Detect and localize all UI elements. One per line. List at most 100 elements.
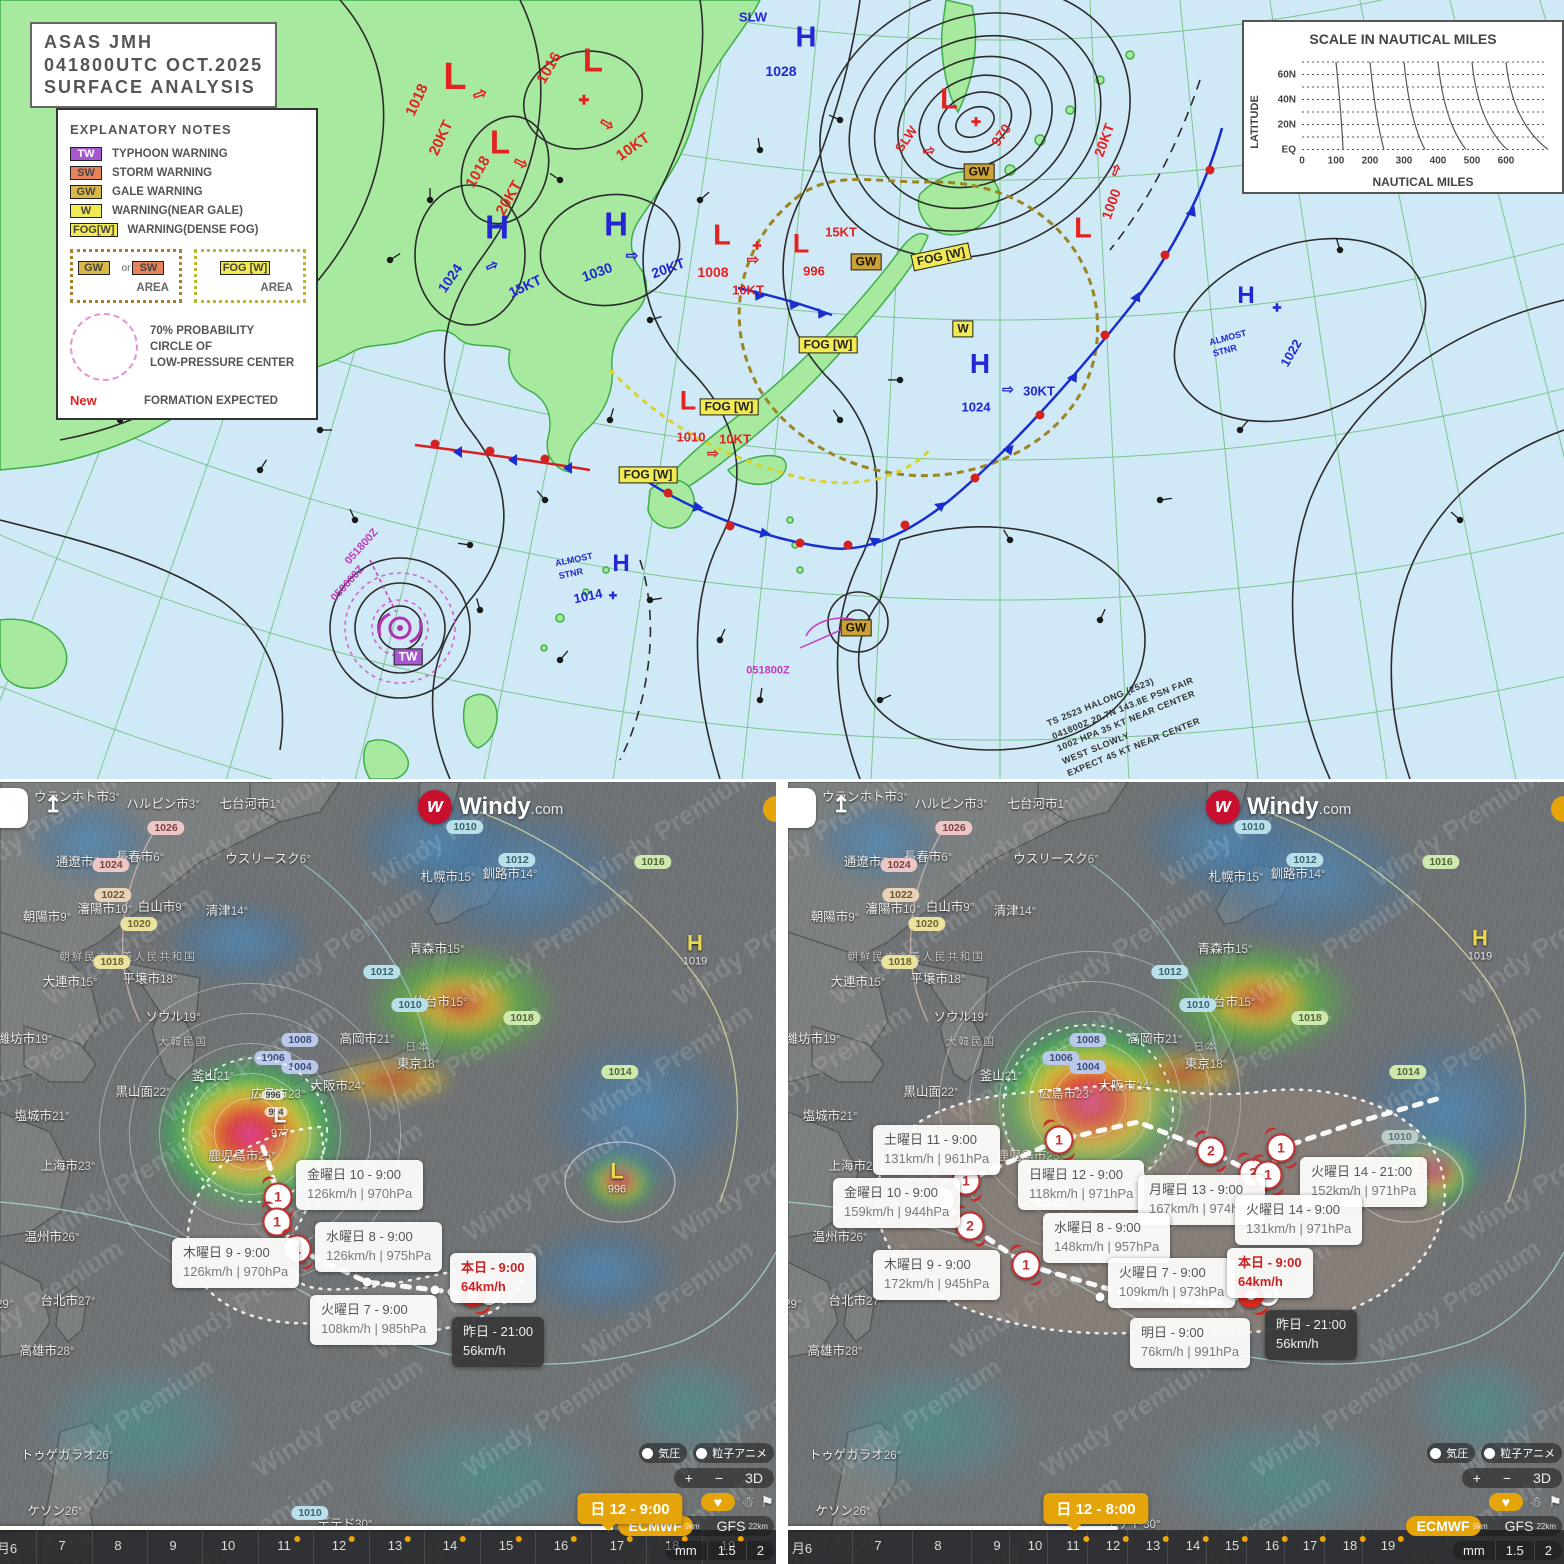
pressure-label: ⇨ — [746, 251, 760, 269]
timeline-label[interactable]: 13 — [388, 1536, 412, 1553]
timeline-separator — [480, 1530, 481, 1564]
timeline-bar[interactable]: 月6 7 8 9 10 11 12 13 14 15 16 17 18 19 — [788, 1530, 1564, 1564]
weather-picker-icon[interactable]: ☃ — [1529, 1494, 1543, 1511]
pressure-toggle[interactable]: 気圧 — [639, 1443, 688, 1463]
timeline-label[interactable]: 9 — [993, 1538, 1001, 1553]
city-name: ハルピン市 — [914, 797, 977, 811]
orange-corner-button[interactable] — [763, 796, 776, 822]
city-temp: 10° — [903, 904, 921, 916]
zoom-in-button[interactable]: + — [1472, 1470, 1481, 1486]
timeline-label[interactable]: 16 — [1265, 1536, 1289, 1553]
mode-3d-button[interactable]: 3D — [745, 1470, 763, 1486]
timeline-label[interactable]: 11 — [277, 1536, 300, 1553]
isobar-label: 1012 — [498, 853, 536, 867]
model-gfs-button[interactable]: GFS — [716, 1518, 746, 1534]
new-text: FORMATION EXPECTED — [144, 394, 278, 407]
windy-logo[interactable]: w Windy.com — [418, 790, 563, 824]
timeline-label[interactable]: 16 — [554, 1536, 578, 1553]
mode-3d-button[interactable]: 3D — [1533, 1470, 1551, 1486]
timeline-label[interactable]: 7 — [874, 1538, 882, 1553]
timeline-selected-badge[interactable]: 日 12 - 9:00 — [577, 1493, 683, 1531]
particles-toggle[interactable]: 粒子アニメ — [1481, 1443, 1562, 1463]
timeline-label[interactable]: 9 — [169, 1538, 177, 1553]
timeline-label[interactable]: 8 — [114, 1538, 122, 1553]
timeline-dot — [1360, 1536, 1367, 1542]
track-tooltips-layer: 金曜日 10 - 9:00 126km/h | 970hPa 水曜日 8 - 9:0… — [0, 782, 776, 1564]
city-temp: 9° — [963, 902, 975, 914]
city-temp: 24° — [348, 1081, 366, 1093]
track-point-dot[interactable] — [1095, 1292, 1105, 1302]
favorites-button[interactable]: ♥ — [700, 1493, 736, 1511]
track-tooltip: 火曜日 14 - 9:00 131km/h | 971hPa — [1235, 1195, 1363, 1245]
timeline-label[interactable]: 17 — [1303, 1536, 1327, 1553]
timeline-dot — [682, 1536, 689, 1542]
typhoon-category-icon[interactable]: 2 — [955, 1211, 985, 1241]
pressure-label: 051800Z — [746, 664, 790, 677]
windy-panel-ecmwf[interactable]: Windy Premium Windy Premium Windy Premium W… — [0, 782, 776, 1564]
typhoon-category-icon[interactable]: 1 — [1044, 1125, 1074, 1155]
timeline-label[interactable]: 12 — [1106, 1536, 1130, 1553]
model-gfs-button[interactable]: GFS — [1504, 1518, 1534, 1534]
share-icon[interactable]: ↥ — [44, 792, 63, 817]
timeline-label[interactable]: 月6 — [0, 1541, 18, 1556]
timeline-dot — [405, 1536, 412, 1542]
timeline-label[interactable]: 14 — [1186, 1536, 1210, 1553]
timeline-selected-badge[interactable]: 日 12 - 8:00 — [1043, 1493, 1149, 1531]
timeline-separator — [1047, 1530, 1048, 1564]
timeline-label[interactable]: 17 — [610, 1536, 634, 1553]
timeline-label[interactable]: 18 — [1343, 1536, 1367, 1553]
typhoon-category-icon[interactable]: 2 — [1196, 1136, 1226, 1166]
corner-ui-chip — [0, 788, 28, 828]
explanatory-notes: EXPLANATORY NOTES TW TYPHOON WARNING SW STO… — [56, 108, 318, 420]
city-name: 濰坊市 — [0, 1032, 36, 1046]
timeline-label[interactable]: 14 — [443, 1536, 467, 1553]
pressure-center-symbol: L — [610, 1158, 624, 1184]
tooltip-values: 109km/h | 973hPa — [1119, 1283, 1225, 1299]
weather-picker-icon[interactable]: ☃ — [741, 1494, 755, 1511]
flag-icon[interactable]: ⚑ — [760, 1494, 774, 1511]
city-label: 大韓民国 — [158, 1032, 208, 1050]
model-ecmwf-button[interactable]: ECMWF — [1405, 1516, 1481, 1536]
timeline-label[interactable]: 月6 — [791, 1541, 813, 1556]
typhoon-category-icon[interactable]: 1 — [1266, 1133, 1296, 1163]
orange-corner-button[interactable] — [1551, 796, 1564, 822]
zoom-out-button[interactable]: − — [1502, 1470, 1512, 1486]
timeline-dot — [1123, 1536, 1130, 1542]
typhoon-category-icon[interactable]: 1 — [1011, 1250, 1041, 1280]
city-name: 青森市 — [409, 942, 448, 956]
timeline-label[interactable]: 12 — [332, 1536, 356, 1553]
city-label: 札幌市15° — [421, 868, 476, 886]
timeline-label[interactable]: 11 — [1066, 1536, 1089, 1553]
tooltip-day: 明日 - 9:00 — [1141, 1325, 1204, 1340]
city-label: 七台河市1° — [219, 795, 280, 813]
zoom-pill: + − 3D — [673, 1468, 774, 1488]
track-point-dot[interactable] — [430, 1285, 440, 1295]
timeline-label[interactable]: 10 — [1027, 1538, 1043, 1553]
fog-badge-icon: FOG[W] — [70, 223, 118, 237]
city-label: 温州市26° — [813, 1228, 868, 1246]
timeline-label[interactable]: 15 — [1225, 1536, 1249, 1553]
windy-logo[interactable]: w Windy.com — [1206, 790, 1351, 824]
track-point-dot[interactable] — [362, 1277, 372, 1287]
timeline-label[interactable]: 15 — [499, 1536, 523, 1553]
timeline-label[interactable]: 13 — [1146, 1536, 1170, 1553]
pressure-toggle[interactable]: 気圧 — [1427, 1443, 1476, 1463]
windy-panel-gfs[interactable]: Windy Premium Windy Premium Windy Premium W… — [788, 782, 1564, 1564]
windy-logo-text: Windy.com — [1247, 793, 1352, 820]
particles-toggle[interactable]: 粒子アニメ — [693, 1443, 774, 1463]
tooltip-values: 56km/h — [463, 1342, 506, 1358]
track-tooltip: 本日 - 9:00 64km/h — [450, 1253, 536, 1303]
timeline-label[interactable]: 10 — [220, 1538, 236, 1553]
zoom-out-button[interactable]: − — [714, 1470, 724, 1486]
timeline-dot — [1163, 1536, 1170, 1542]
zoom-in-button[interactable]: + — [684, 1470, 693, 1486]
flag-icon[interactable]: ⚑ — [1548, 1494, 1562, 1511]
pressure-label: 1010 — [676, 429, 706, 445]
toggles-row: 気圧 粒子アニメ — [639, 1443, 774, 1463]
favorites-button[interactable]: ♥ — [1488, 1493, 1524, 1511]
share-icon[interactable]: ↥ — [832, 792, 851, 817]
timeline-label[interactable]: 8 — [934, 1538, 942, 1553]
timeline-label[interactable]: 19 — [1381, 1536, 1405, 1553]
timeline-dot — [349, 1536, 356, 1542]
timeline-label[interactable]: 7 — [58, 1538, 66, 1553]
